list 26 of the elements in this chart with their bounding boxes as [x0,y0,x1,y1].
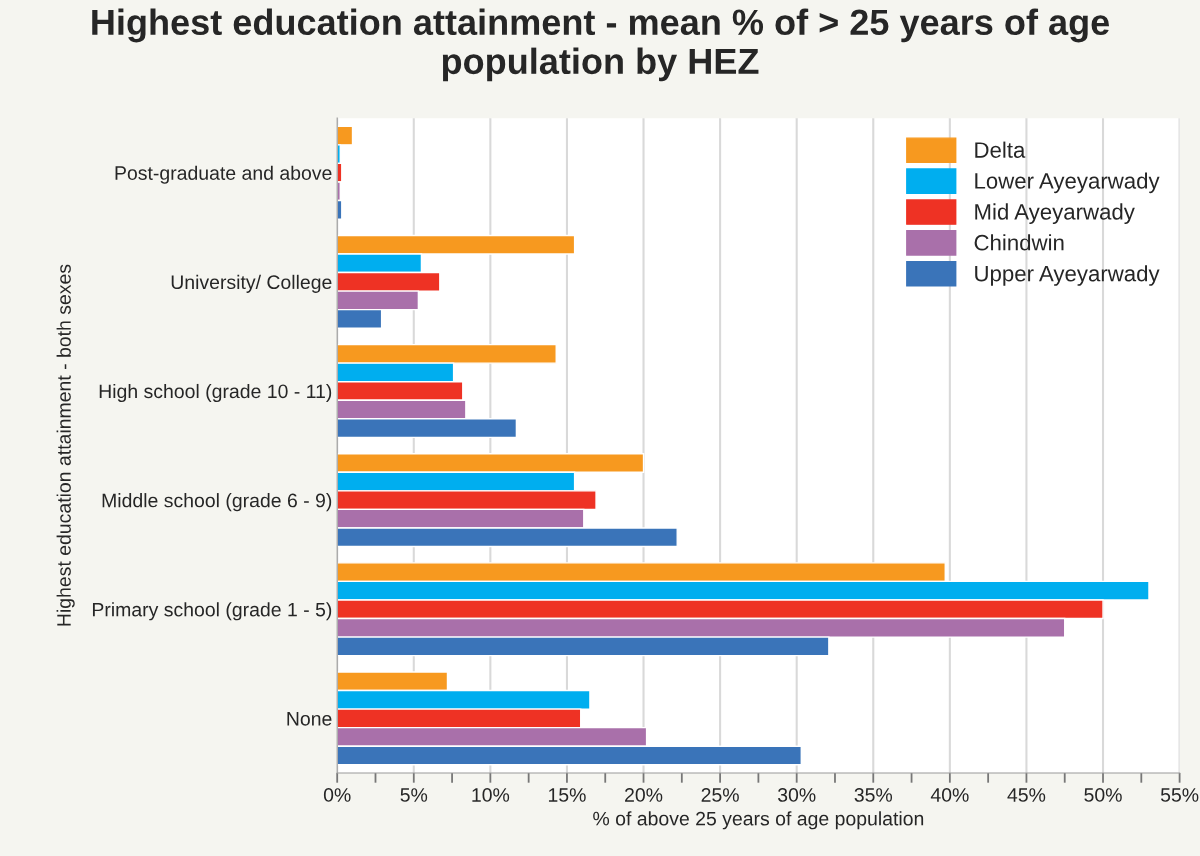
x-axis-title: % of above 25 years of age population [593,811,924,830]
x-tick-label: 50% [1084,788,1122,802]
x-tick-label: 20% [625,788,663,802]
y-axis-title: Highest education attainment - both sexes [56,264,75,626]
chart-title: Highest education attainment - mean % of > 25 years of age population by HEZ [92,8,1110,82]
y-tick-label: None [287,712,332,726]
x-tick-label: 15% [548,788,586,802]
y-tick-label: University/ College [171,274,332,293]
x-tick-label: 5% [400,788,428,802]
legend-label: Mid Ayeyarwady [975,203,1135,225]
x-tick-label: 10% [472,788,510,802]
y-tick-label: Primary school (grade 1 - 5) [92,602,332,621]
y-tick-label: Post-graduate and above [115,165,332,184]
legend-label: Delta [975,141,1026,158]
legend-label: Lower Ayeyarwady [975,172,1160,194]
x-tick-label: 45% [1007,788,1046,802]
x-tick-label: 35% [854,788,893,802]
x-tick-label: 0% [323,788,351,802]
x-tick-label: 55% [1160,788,1199,802]
legend-label: Upper Ayeyarwady [975,265,1160,286]
x-tick-label: 40% [930,788,969,802]
x-tick-label: 30% [777,788,816,802]
y-tick-label: Middle school (grade 6 - 9) [102,493,332,512]
legend-label: Chindwin [974,234,1064,251]
x-tick-label: 25% [701,788,739,802]
y-tick-label: High school (grade 10 - 11) [99,383,332,403]
